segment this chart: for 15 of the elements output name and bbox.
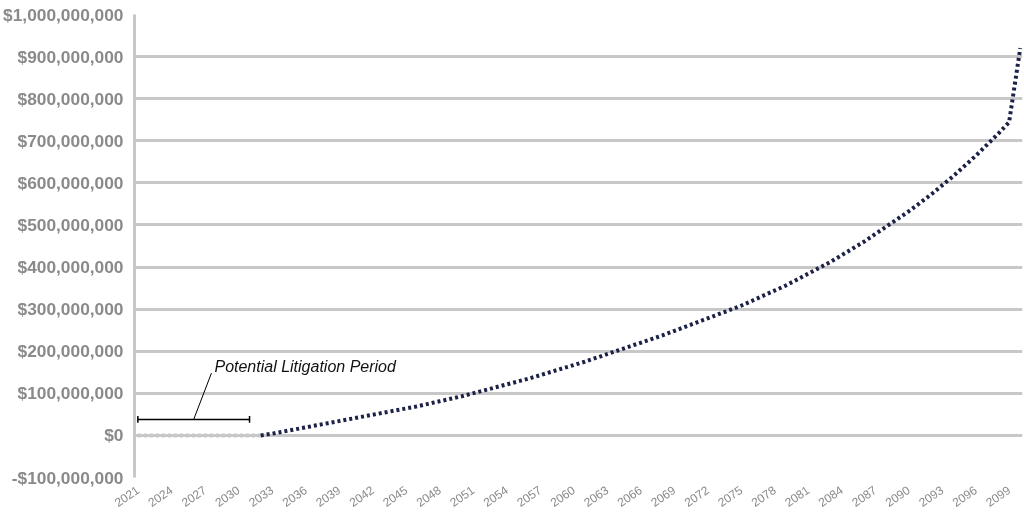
y-tick-label: $100,000,000 [17,383,124,404]
y-tick-label: $200,000,000 [17,341,124,362]
x-tick-label: 2051 [447,482,478,510]
y-tick-label: $1,000,000,000 [3,4,124,25]
y-tick-label: $600,000,000 [17,172,124,193]
y-tick-label: -$100,000,000 [11,467,124,488]
x-tick-label: 2081 [782,482,813,510]
y-tick-label: $800,000,000 [17,88,124,109]
y-tick-label: $300,000,000 [17,299,124,320]
y-tick-label: $400,000,000 [17,257,124,278]
y-tick-label: $700,000,000 [17,130,124,151]
y-tick-label: $900,000,000 [17,46,124,67]
annotation: Potential Litigation Period [214,358,398,376]
y-tick-label: $500,000,000 [17,214,124,235]
y-tick-label: $0 [104,425,124,446]
